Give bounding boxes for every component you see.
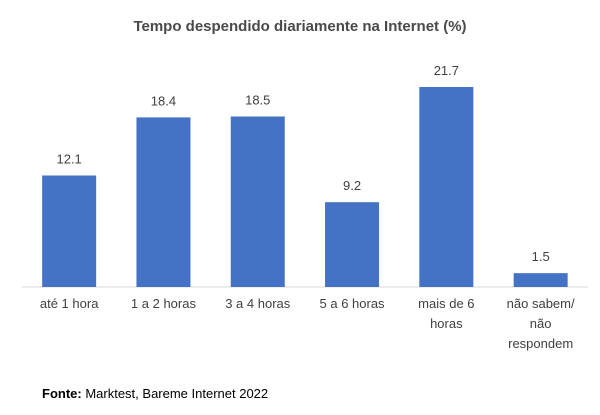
data-label-5: 1.5 [532, 249, 550, 264]
source-note: Fonte: Marktest, Bareme Internet 2022 [42, 386, 268, 401]
source-text: Marktest, Bareme Internet 2022 [81, 386, 269, 401]
tick-label-3: 5 a 6 horas [320, 296, 386, 311]
data-label-2: 18.5 [245, 92, 270, 107]
bar-1 [136, 117, 191, 287]
tick-label-4: mais de 6 horas [418, 296, 474, 331]
bar-2 [230, 116, 285, 287]
source-label: Fonte: [42, 386, 82, 401]
bar-4 [419, 87, 474, 287]
bar-5 [513, 273, 568, 287]
data-label-0: 12.1 [56, 151, 81, 166]
tick-label-5: não sabem/não respondem [507, 296, 575, 351]
tick-label-0: até 1 hora [40, 296, 99, 311]
bar-3 [325, 202, 380, 287]
bar-0 [42, 175, 97, 287]
tick-label-1: 1 a 2 horas [131, 296, 197, 311]
chart-title: Tempo despendido diariamente na Internet… [133, 18, 467, 35]
data-label-4: 21.7 [434, 63, 459, 78]
data-label-1: 18.4 [151, 93, 176, 108]
tick-label-2: 3 a 4 horas [225, 296, 291, 311]
data-label-3: 9.2 [343, 178, 361, 193]
